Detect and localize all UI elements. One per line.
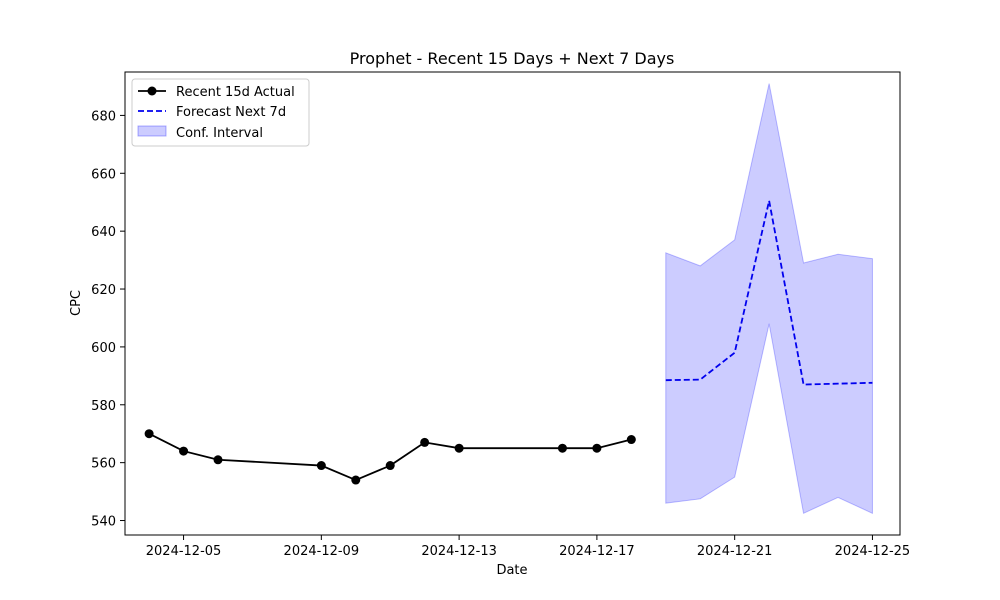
actual-point — [592, 443, 602, 453]
legend-forecast-label: Forecast Next 7d — [176, 105, 286, 120]
y-tick-label: 660 — [91, 167, 116, 182]
legend: Recent 15d Actual Forecast Next 7d Conf.… — [131, 78, 310, 147]
legend-actual-marker — [147, 86, 157, 96]
series-layer — [144, 200, 873, 485]
actual-point — [179, 446, 189, 456]
legend-band-label: Conf. Interval — [176, 126, 263, 141]
actual-point — [316, 461, 326, 471]
x-tick-label: 2024-12-13 — [421, 544, 497, 559]
actual-point — [557, 443, 567, 453]
y-axis: 540 560 580 600 620 640 660 680 — [91, 109, 125, 530]
y-tick-label: 640 — [91, 225, 116, 240]
y-tick-label: 680 — [91, 109, 116, 124]
chart-title: Prophet - Recent 15 Days + Next 7 Days — [350, 49, 675, 68]
actual-point — [213, 455, 223, 465]
actual-point — [385, 461, 395, 471]
x-tick-label: 2024-12-25 — [835, 544, 911, 559]
x-axis-label: Date — [496, 563, 527, 578]
y-tick-label: 540 — [91, 515, 116, 530]
x-tick-label: 2024-12-17 — [559, 544, 635, 559]
actual-point — [454, 443, 464, 453]
y-tick-label: 560 — [91, 457, 116, 472]
legend-box — [131, 78, 310, 147]
x-tick-label: 2024-12-21 — [697, 544, 773, 559]
x-tick-label: 2024-12-05 — [146, 544, 222, 559]
actual-point — [420, 437, 430, 447]
actual-point — [144, 429, 154, 439]
legend-band-swatch — [137, 125, 167, 137]
x-tick-label: 2024-12-09 — [284, 544, 360, 559]
plot-area-frame — [124, 71, 901, 536]
y-tick-label: 580 — [91, 399, 116, 414]
legend-actual-label: Recent 15d Actual — [176, 85, 295, 100]
forecast-series-line — [665, 200, 873, 386]
confidence-interval-band — [665, 83, 873, 515]
actual-point — [351, 475, 361, 485]
x-axis: 2024-12-05 2024-12-09 2024-12-13 2024-12-17… — [146, 535, 910, 559]
confidence-band-layer — [665, 83, 873, 515]
y-tick-label: 620 — [91, 283, 116, 298]
y-axis-label: CPC — [69, 290, 84, 316]
actual-point — [626, 435, 636, 445]
y-tick-label: 600 — [91, 341, 116, 356]
